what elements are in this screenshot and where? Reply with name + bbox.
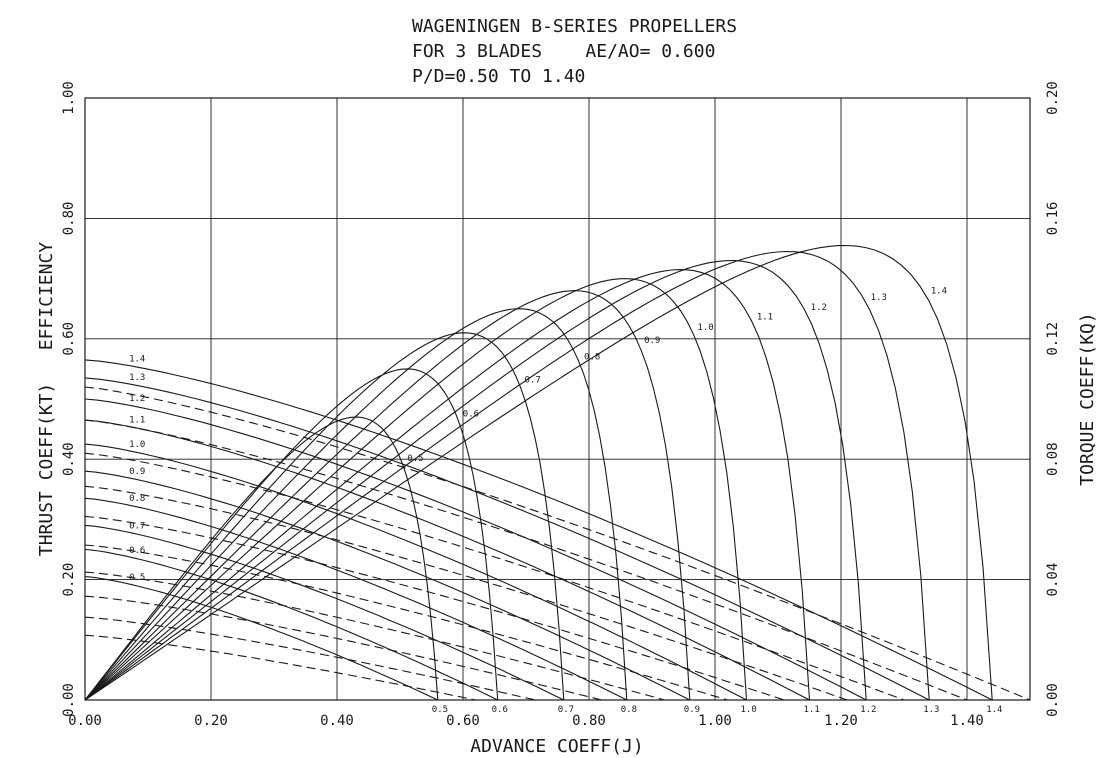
kt-end-label: 1.2 [860, 705, 876, 715]
kt-end-label: 0.6 [492, 705, 508, 715]
efficiency-label: 0.7 [525, 375, 541, 385]
kt-curve-label: 1.0 [129, 440, 145, 450]
x-tick-label: 1.00 [698, 713, 732, 729]
efficiency-label: 0.9 [644, 336, 660, 346]
title-line-3: P/D=0.50 TO 1.40 [412, 66, 585, 87]
kt-curve-label: 0.9 [129, 467, 145, 477]
kt-curve [84, 398, 867, 701]
title-line-2: FOR 3 BLADES AE/AO= 0.600 [412, 41, 715, 62]
efficiency-label: 1.0 [697, 323, 713, 333]
kq-curve [84, 634, 476, 701]
efficiency-curve [84, 416, 439, 701]
kt-end-label: 1.4 [986, 705, 1002, 715]
kt-end-label: 0.8 [621, 705, 637, 715]
kt-curve [84, 497, 628, 701]
kq-curve [84, 571, 665, 701]
kq-curve [84, 485, 848, 701]
x-tick-label: 0.60 [446, 713, 480, 729]
kt-curve-label: 1.4 [129, 355, 145, 365]
efficiency-curve [84, 244, 993, 701]
kq-curve [84, 595, 602, 701]
kt-curve [84, 377, 930, 701]
chart-title: WAGENINGEN B-SERIES PROPELLERS FOR 3 BLA… [412, 16, 737, 87]
x-axis-title: ADVANCE COEFF(J) [470, 736, 643, 757]
efficiency-label: 0.5 [407, 454, 423, 464]
curves [84, 244, 1031, 701]
y-right-tick-label: 0.16 [1045, 202, 1061, 236]
kt-end-label: 1.3 [923, 705, 939, 715]
y-right-tick-label: 0.20 [1045, 81, 1061, 115]
kt-end-label: 1.0 [741, 705, 757, 715]
kt-curve [84, 470, 691, 701]
kt-curve [84, 576, 439, 701]
efficiency-label: 1.2 [811, 303, 827, 313]
y-left-tick-label: 1.00 [61, 81, 77, 115]
y-right-tick-label: 0.04 [1045, 563, 1061, 597]
kt-end-label: 1.1 [804, 705, 820, 715]
y-left-tick-labels: 0.00 0.20 0.40 0.60 0.80 1.00 [61, 81, 77, 717]
kt-curve-label: 1.3 [129, 373, 145, 383]
efficiency-curve [84, 332, 565, 701]
x-tick-label: 0.40 [320, 713, 354, 729]
x-tick-labels: 0.00 0.20 0.40 0.60 0.80 1.00 1.20 1.40 [68, 713, 984, 729]
kq-curve [84, 544, 728, 701]
plot-frame [84, 97, 1031, 701]
kt-curve [84, 359, 993, 701]
kt-end-label: 0.5 [432, 705, 448, 715]
kt-curve [84, 443, 747, 701]
kt-curve [84, 524, 565, 701]
efficiency-curve [84, 259, 867, 701]
kt-curve [84, 548, 498, 701]
title-line-1: WAGENINGEN B-SERIES PROPELLERS [412, 16, 737, 37]
kq-curve [84, 386, 1031, 701]
y-right-tick-label: 0.12 [1045, 322, 1061, 356]
kq-curve [84, 515, 785, 701]
kq-curve [84, 419, 968, 701]
kt-curve [84, 419, 810, 701]
y-right-tick-label: 0.08 [1045, 442, 1061, 476]
efficiency-label: 0.6 [463, 410, 479, 420]
kt-curve-label: 1.1 [129, 415, 145, 425]
x-tick-label: 0.80 [572, 713, 606, 729]
kt-end-label: 0.7 [558, 705, 574, 715]
y-left-tick-label: 0.40 [61, 442, 77, 476]
y-right-tick-labels: 0.00 0.04 0.08 0.12 0.16 0.20 [1045, 81, 1061, 717]
kt-curve-label: 0.7 [129, 521, 145, 531]
efficiency-label: 1.3 [871, 293, 887, 303]
efficiency-curve [84, 290, 691, 701]
efficiency-label: 1.1 [757, 312, 773, 322]
y-left-tick-label: 0.80 [61, 202, 77, 236]
kt-curve-label: 1.2 [129, 394, 145, 404]
efficiency-label: 0.8 [584, 353, 600, 363]
efficiency-curve [84, 368, 499, 701]
x-tick-label: 1.20 [824, 713, 858, 729]
grid-lines [85, 98, 1030, 700]
efficiency-curve [84, 250, 930, 701]
kq-curve [84, 452, 905, 701]
kt-curve-label: 0.6 [129, 546, 145, 556]
y-right-axis-title: TORQUE COEFF(KQ) [1077, 312, 1098, 485]
curve-labels: 0.5 0.5 0.5 0.6 0.6 0.6 0.7 0.7 0.7 0.8 0.8 0.8 0.9 0… [129, 287, 1002, 715]
x-tick-label: 1.40 [950, 713, 984, 729]
x-tick-label: 0.20 [194, 713, 228, 729]
x-tick-label: 0.00 [68, 713, 102, 729]
y-left-axis-title: THRUST COEFF(KT) EFFICIENCY [36, 242, 57, 556]
kq-curve [84, 616, 536, 701]
kt-end-label: 0.9 [684, 705, 700, 715]
kt-curve-label: 0.5 [129, 573, 145, 583]
efficiency-curve [84, 269, 811, 701]
efficiency-label: 1.4 [931, 287, 947, 297]
efficiency-curve [84, 278, 748, 701]
y-left-tick-label: 0.60 [61, 322, 77, 356]
y-right-tick-label: 0.00 [1045, 683, 1061, 717]
y-left-tick-label: 0.00 [61, 683, 77, 717]
y-left-tick-label: 0.20 [61, 563, 77, 597]
kt-curve-label: 0.8 [129, 494, 145, 504]
